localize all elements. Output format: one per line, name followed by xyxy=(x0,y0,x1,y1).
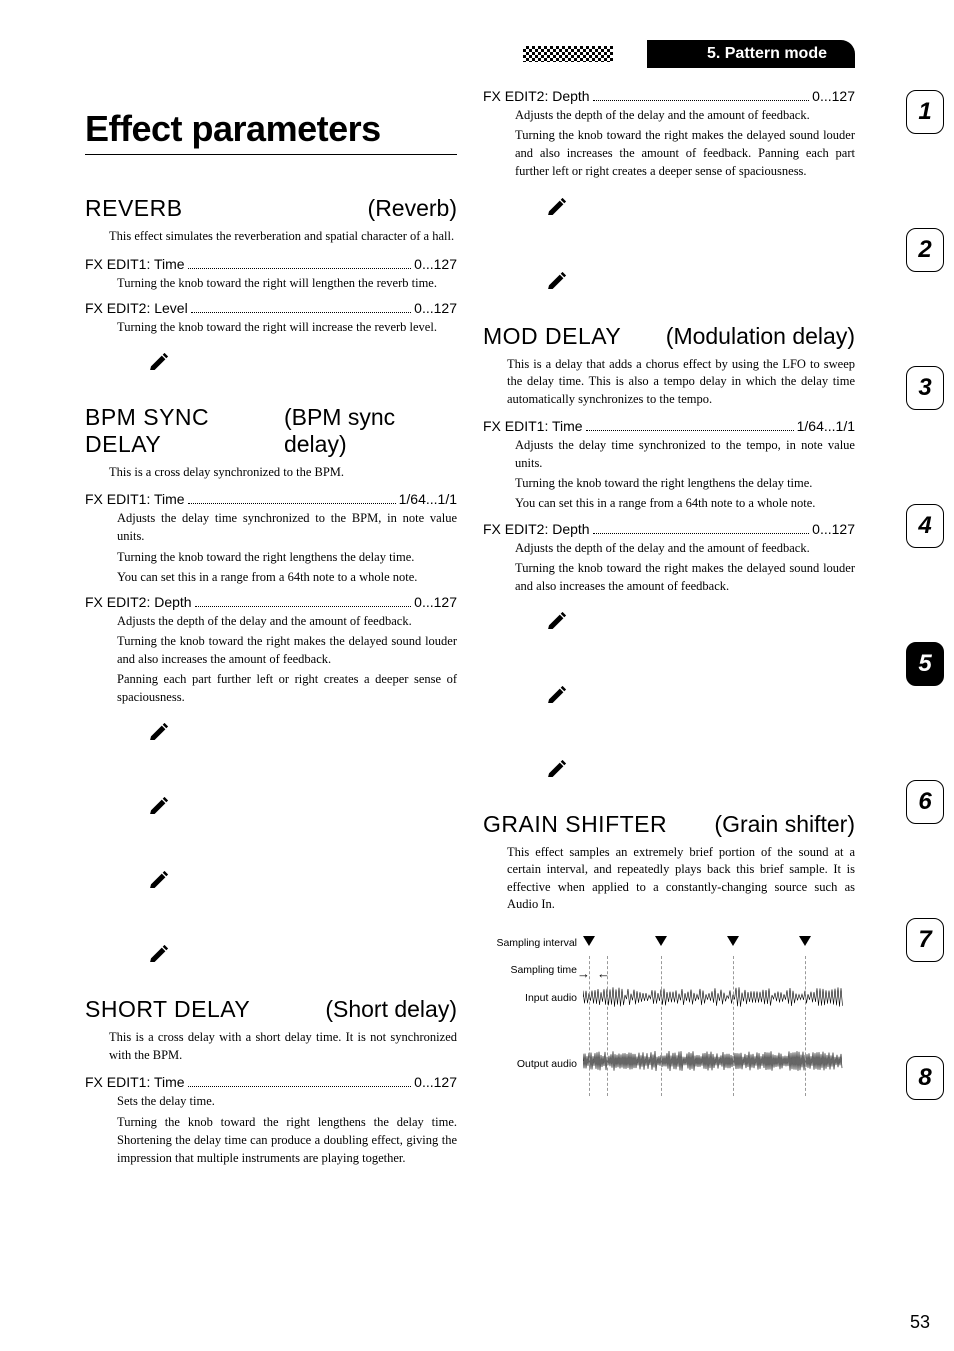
param-range: 0...127 xyxy=(414,256,457,272)
left-column: Effect parameters REVERB (Reverb) This eff… xyxy=(85,40,457,1169)
section-intro: This effect samples an extremely brief p… xyxy=(483,844,855,914)
grain-diagram: Sampling intervalSampling time→←Input au… xyxy=(483,924,855,1086)
diagram-input-label: Input audio xyxy=(483,992,583,1004)
side-tab-4[interactable]: 4 xyxy=(906,504,944,548)
note-icon xyxy=(149,722,171,740)
section-head: REVERB (Reverb) xyxy=(85,195,457,222)
section-intro: This is a cross delay with a short delay… xyxy=(85,1029,457,1064)
section-sub: (Short delay) xyxy=(325,996,457,1023)
param-range: 0...127 xyxy=(812,521,855,537)
param-body: Adjusts the delay time synchronized to t… xyxy=(85,509,457,586)
param-body: Adjusts the depth of the delay and the a… xyxy=(483,106,855,181)
diagram-time-label: Sampling time xyxy=(483,964,583,976)
note-icon xyxy=(547,611,569,629)
side-tab-1[interactable]: 1 xyxy=(906,90,944,134)
side-tab-8[interactable]: 8 xyxy=(906,1056,944,1100)
param-line: FX EDIT1: Time 0...127 xyxy=(85,1074,457,1090)
diagram-interval-label: Sampling interval xyxy=(483,937,583,949)
breadcrumb-bar: 5. Pattern mode xyxy=(483,40,855,70)
section-head: SHORT DELAY (Short delay) xyxy=(85,996,457,1023)
param-body: Adjusts the delay time synchronized to t… xyxy=(483,436,855,513)
section-head: GRAIN SHIFTER (Grain shifter) xyxy=(483,811,855,838)
param-range: 0...127 xyxy=(414,594,457,610)
param-range: 0...127 xyxy=(414,300,457,316)
param-label: FX EDIT2: Depth xyxy=(483,88,590,104)
note-icon xyxy=(149,352,171,370)
param-line: FX EDIT1: Time 0...127 xyxy=(85,256,457,272)
section-head: MOD DELAY (Modulation delay) xyxy=(483,323,855,350)
param-range: 1/64...1/1 xyxy=(797,418,855,434)
param-range: 0...127 xyxy=(414,1074,457,1090)
param-line: FX EDIT2: Depth 0...127 xyxy=(85,594,457,610)
param-line: FX EDIT2: Depth 0...127 xyxy=(483,521,855,537)
checker-decoration xyxy=(523,46,613,62)
param-range: 1/64...1/1 xyxy=(399,491,457,507)
param-line: FX EDIT2: Depth 0...127 xyxy=(483,88,855,104)
section-intro: This is a cross delay synchronized to th… xyxy=(85,464,457,482)
note-icon xyxy=(547,685,569,703)
param-body: Turning the knob toward the right will i… xyxy=(85,318,457,336)
param-body: Turning the knob toward the right will l… xyxy=(85,274,457,292)
param-body: Adjusts the depth of the delay and the a… xyxy=(483,539,855,595)
section-name: MOD DELAY xyxy=(483,323,621,350)
breadcrumb: 5. Pattern mode xyxy=(647,40,855,68)
param-label: FX EDIT1: Time xyxy=(483,418,583,434)
param-line: FX EDIT2: Level 0...127 xyxy=(85,300,457,316)
note-icon xyxy=(547,271,569,289)
side-tab-5[interactable]: 5 xyxy=(906,642,944,686)
page-title: Effect parameters xyxy=(85,108,457,155)
note-icon xyxy=(547,759,569,777)
param-line: FX EDIT1: Time 1/64...1/1 xyxy=(85,491,457,507)
side-tab-6[interactable]: 6 xyxy=(906,780,944,824)
page-number: 53 xyxy=(910,1312,930,1333)
right-column: 5. Pattern mode FX EDIT2: Depth 0...127 Ad… xyxy=(483,40,855,1169)
param-label: FX EDIT2: Depth xyxy=(85,594,192,610)
section-name: BPM SYNC DELAY xyxy=(85,404,284,458)
section-name: SHORT DELAY xyxy=(85,996,250,1023)
note-icon xyxy=(149,870,171,888)
section-head: BPM SYNC DELAY(BPM sync delay) xyxy=(85,404,457,458)
param-label: FX EDIT1: Time xyxy=(85,256,185,272)
side-tab-3[interactable]: 3 xyxy=(906,366,944,410)
section-name: GRAIN SHIFTER xyxy=(483,811,667,838)
param-label: FX EDIT2: Level xyxy=(85,300,188,316)
diagram-output-label: Output audio xyxy=(483,1058,583,1070)
param-label: FX EDIT1: Time xyxy=(85,1074,185,1090)
side-tabs: 1 2 3 4 5 6 7 8 xyxy=(906,90,944,1194)
section-sub: (Grain shifter) xyxy=(714,811,855,838)
param-body: Sets the delay time.Turning the knob tow… xyxy=(85,1092,457,1167)
section-sub: (BPM sync delay) xyxy=(284,404,457,458)
section-name: REVERB xyxy=(85,195,183,222)
side-tab-7[interactable]: 7 xyxy=(906,918,944,962)
param-label: FX EDIT1: Time xyxy=(85,491,185,507)
side-tab-2[interactable]: 2 xyxy=(906,228,944,272)
note-icon xyxy=(149,796,171,814)
section-sub: (Reverb) xyxy=(368,195,457,222)
section-intro: This is a delay that adds a chorus effec… xyxy=(483,356,855,409)
param-line: FX EDIT1: Time 1/64...1/1 xyxy=(483,418,855,434)
param-label: FX EDIT2: Depth xyxy=(483,521,590,537)
section-intro: This effect simulates the reverberation … xyxy=(85,228,457,246)
note-icon xyxy=(149,944,171,962)
note-icon xyxy=(547,197,569,215)
param-body: Adjusts the depth of the delay and the a… xyxy=(85,612,457,707)
section-sub: (Modulation delay) xyxy=(666,323,855,350)
param-range: 0...127 xyxy=(812,88,855,104)
